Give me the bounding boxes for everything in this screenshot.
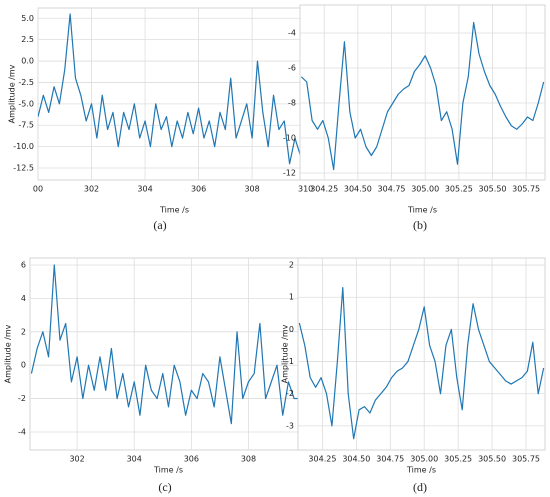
- panel-caption: (a): [153, 218, 166, 232]
- x-tick-label: 305.75: [512, 455, 540, 464]
- plot-area: [299, 4, 546, 181]
- y-tick-label: -10: [283, 134, 296, 143]
- x-tick-label: 304: [127, 455, 142, 464]
- y-tick-label: 6: [21, 261, 26, 270]
- x-tick-label: 305.25: [445, 185, 473, 194]
- y-tick-label: -12: [283, 169, 296, 178]
- x-tick-label: 305.50: [478, 455, 506, 464]
- panel: 00 302 304 306 308 310 5.0 2.5 0.0 -2.5 -5.0 -7.5 -1…: [8, 7, 313, 232]
- y-axis-label: Amplitude /mv: [281, 324, 290, 383]
- x-tick-label: 305.00: [411, 185, 439, 194]
- y-tick-label: -1: [286, 357, 294, 366]
- signal-line: [38, 13, 307, 165]
- y-tick-label: 4: [21, 294, 26, 303]
- y-tick-label: 2.5: [21, 35, 34, 44]
- y-tick-label: -4: [288, 29, 296, 38]
- plot-area: [29, 257, 308, 451]
- y-tick-label: -4: [18, 427, 26, 436]
- y-tick-label: 2: [289, 261, 294, 270]
- x-tick-label: 305.75: [512, 185, 540, 194]
- x-tick-label: 304.75: [376, 455, 404, 464]
- y-axis-label: Amplitude /mv: [8, 64, 17, 123]
- y-tick-label: -3: [286, 421, 294, 430]
- x-tick-label: 302: [69, 455, 84, 464]
- x-tick-label: 306: [184, 455, 199, 464]
- y-tick-label: -5.0: [18, 99, 34, 108]
- x-axis-label: Time /s: [406, 466, 436, 475]
- x-tick-label: 304.75: [378, 185, 406, 194]
- signal-line: [30, 264, 307, 425]
- y-tick-label: 0: [289, 325, 294, 334]
- plot-area: [37, 7, 312, 181]
- y-tick-label: -6: [288, 64, 296, 73]
- x-tick-label: 310: [298, 185, 313, 194]
- plot-area: [297, 257, 546, 451]
- x-tick-label: 304.25: [308, 455, 336, 464]
- y-tick-label: -2: [286, 389, 294, 398]
- x-tick-label: 306: [191, 185, 206, 194]
- x-axis-label: Time /s: [159, 206, 189, 215]
- panel: 304.25 304.50 304.75 305.00 305.25 305.50 305.…: [283, 4, 546, 232]
- x-tick-label: 305.00: [410, 455, 438, 464]
- x-tick-label: 304.50: [344, 185, 372, 194]
- panel-caption: (d): [413, 480, 427, 494]
- x-tick-label: 304.50: [342, 455, 370, 464]
- x-tick-label: 305.50: [479, 185, 507, 194]
- y-tick-label: 2: [21, 327, 26, 336]
- panel: 302 304 306 308 6 4 2 0 -2 -4 Time /s Amplitude /mv…: [4, 257, 308, 494]
- signal-line: [298, 286, 545, 440]
- x-tick-label: 308: [241, 455, 256, 464]
- y-tick-label: 1: [289, 293, 294, 302]
- x-tick-label: 305.25: [444, 455, 472, 464]
- panel-caption: (b): [413, 218, 427, 232]
- signal-line: [300, 21, 545, 171]
- x-axis-label: Time /s: [153, 466, 183, 475]
- y-tick-label: 5.0: [21, 14, 34, 23]
- x-tick-label: 308: [244, 185, 259, 194]
- y-axis-label: Amplitude /mv: [4, 324, 13, 383]
- y-tick-label: -10.0: [13, 142, 34, 151]
- panel: 304.25 304.50 304.75 305.00 305.25 305.50 305.…: [281, 257, 546, 494]
- y-tick-label: 0.0: [21, 57, 34, 66]
- x-tick-label: 304: [137, 185, 152, 194]
- y-tick-label: -2.5: [18, 78, 34, 87]
- panel-caption: (c): [158, 480, 171, 494]
- y-tick-label: -2: [18, 394, 26, 403]
- x-tick-label: 00: [33, 185, 43, 194]
- y-tick-label: -7.5: [18, 121, 34, 130]
- y-tick-label: 0: [21, 361, 26, 370]
- x-tick-label: 304.25: [310, 185, 338, 194]
- y-tick-label: -8: [288, 99, 296, 108]
- x-tick-label: 302: [84, 185, 99, 194]
- y-tick-label: -12.5: [13, 164, 34, 173]
- x-axis-label: Time /s: [407, 206, 437, 215]
